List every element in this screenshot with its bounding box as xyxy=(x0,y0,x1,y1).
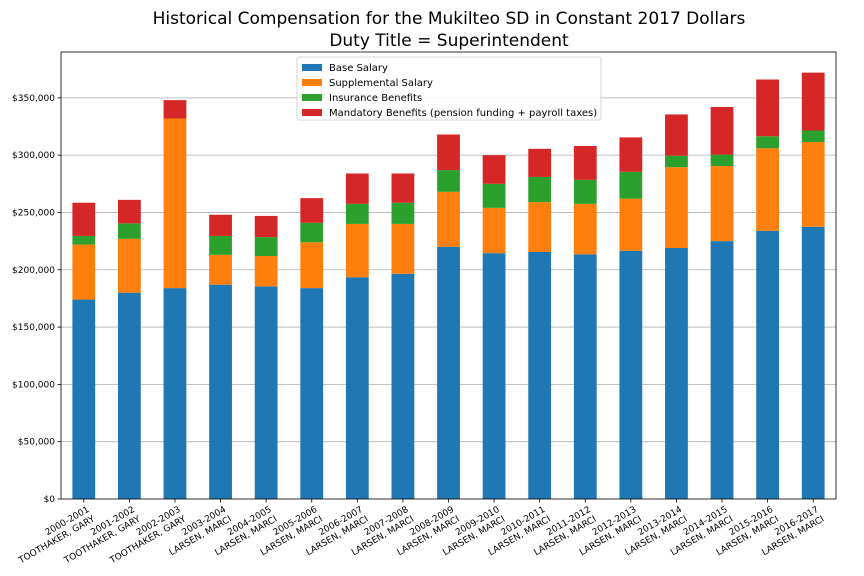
bar-supplemental-2001-2002 xyxy=(117,238,141,293)
bar-base-2000-2001 xyxy=(72,299,96,499)
bar-insurance-2004-2005 xyxy=(254,237,278,257)
chart-title-line-1: Historical Compensation for the Mukilteo… xyxy=(153,9,746,29)
legend-label-2: Insurance Benefits xyxy=(329,93,422,104)
legend: Base Salary Supplemental Salary Insurance … xyxy=(296,56,602,121)
bar-supplemental-2003-2004 xyxy=(209,254,232,285)
bar-supplemental-2008-2009 xyxy=(437,191,460,247)
bar-mandatory-2014-2015 xyxy=(710,107,734,155)
bar-supplemental-2015-2016 xyxy=(756,148,780,231)
bar-supplemental-2009-2010 xyxy=(482,207,506,254)
bar-supplemental-2007-2008 xyxy=(391,223,415,274)
legend-label-1: Supplemental Salary xyxy=(329,78,433,89)
legend-label-0: Base Salary xyxy=(329,63,388,74)
bar-mandatory-2011-2012 xyxy=(573,145,597,180)
bar-supplemental-2006-2007 xyxy=(345,223,369,278)
legend-label-3: Mandatory Benefits (pension funding + pa… xyxy=(329,108,597,119)
bar-insurance-2006-2007 xyxy=(345,203,369,224)
bar-insurance-2003-2004 xyxy=(209,235,232,255)
bar-insurance-2007-2008 xyxy=(391,202,415,224)
bar-insurance-2010-2011 xyxy=(528,176,552,203)
bar-supplemental-2014-2015 xyxy=(710,166,734,242)
bar-base-2008-2009 xyxy=(437,246,460,499)
bar-base-2003-2004 xyxy=(209,284,232,499)
bar-mandatory-2002-2003 xyxy=(163,100,187,119)
bar-insurance-2013-2014 xyxy=(665,155,688,168)
y-tick-label-1: $50,000 xyxy=(18,438,55,448)
y-tick-label-3: $150,000 xyxy=(12,323,55,333)
bar-supplemental-2005-2006 xyxy=(300,242,324,289)
legend-swatch-2 xyxy=(302,94,322,101)
bar-base-2001-2002 xyxy=(117,292,141,499)
chart-title: Historical Compensation for the Mukilteo… xyxy=(153,9,746,51)
bar-supplemental-2010-2011 xyxy=(528,202,552,253)
bar-insurance-2009-2010 xyxy=(482,183,506,208)
bar-base-2012-2013 xyxy=(619,250,643,499)
legend-swatch-0 xyxy=(302,64,322,71)
bar-base-2016-2017 xyxy=(801,226,825,500)
bar-mandatory-2008-2009 xyxy=(437,134,460,171)
bar-mandatory-2009-2010 xyxy=(482,155,506,184)
bar-base-2009-2010 xyxy=(482,253,506,499)
bar-supplemental-2011-2012 xyxy=(573,203,597,255)
y-tick-label-4: $200,000 xyxy=(12,266,55,276)
bar-base-2015-2016 xyxy=(756,230,780,500)
bar-base-2007-2008 xyxy=(391,273,415,499)
bar-supplemental-2002-2003 xyxy=(163,118,187,289)
y-tick-label-0: $0 xyxy=(44,495,56,505)
bar-insurance-2015-2016 xyxy=(756,136,780,149)
y-tick-label-6: $300,000 xyxy=(12,151,55,161)
chart-title-line-2: Duty Title = Superintendent xyxy=(329,31,569,51)
bar-mandatory-2013-2014 xyxy=(665,114,688,156)
bar-base-2013-2014 xyxy=(665,247,688,499)
bar-supplemental-2013-2014 xyxy=(665,167,688,248)
legend-swatch-1 xyxy=(302,79,322,86)
bar-supplemental-2012-2013 xyxy=(619,198,643,251)
y-tick-label-5: $250,000 xyxy=(12,208,55,218)
bar-mandatory-2012-2013 xyxy=(619,137,643,172)
bar-insurance-2008-2009 xyxy=(437,170,460,192)
y-tick-label-7: $350,000 xyxy=(12,94,55,104)
bar-mandatory-2000-2001 xyxy=(72,202,96,236)
bar-insurance-2005-2006 xyxy=(300,222,324,243)
bar-mandatory-2010-2011 xyxy=(528,148,552,177)
bar-mandatory-2004-2005 xyxy=(254,215,278,238)
y-axis-ticks: $0 $50,000 $100,000 $150,000 $200,000 $250,00… xyxy=(12,94,61,505)
bar-base-2005-2006 xyxy=(300,288,324,499)
bar-insurance-2011-2012 xyxy=(573,179,597,204)
bar-insurance-2014-2015 xyxy=(710,154,734,167)
bar-mandatory-2015-2016 xyxy=(756,79,780,137)
bars xyxy=(72,72,825,500)
bar-base-2011-2012 xyxy=(573,254,597,499)
legend-swatch-3 xyxy=(302,109,322,116)
bar-base-2010-2011 xyxy=(528,252,552,499)
bar-supplemental-2016-2017 xyxy=(801,141,825,227)
bar-mandatory-2001-2002 xyxy=(117,199,141,224)
y-tick-label-2: $100,000 xyxy=(12,380,55,390)
bar-mandatory-2006-2007 xyxy=(345,173,369,204)
legend-box xyxy=(296,56,602,121)
bar-insurance-2012-2013 xyxy=(619,171,643,199)
bar-mandatory-2003-2004 xyxy=(209,214,232,236)
bar-insurance-2016-2017 xyxy=(801,130,825,142)
bar-base-2014-2015 xyxy=(710,241,734,499)
bar-insurance-2000-2001 xyxy=(72,235,96,245)
bar-mandatory-2016-2017 xyxy=(801,72,825,131)
bar-supplemental-2004-2005 xyxy=(254,256,278,287)
bar-base-2006-2007 xyxy=(345,277,369,499)
bar-base-2004-2005 xyxy=(254,286,278,499)
bar-insurance-2001-2002 xyxy=(117,223,141,239)
bar-base-2002-2003 xyxy=(163,288,187,499)
bar-supplemental-2000-2001 xyxy=(72,244,96,300)
bar-mandatory-2007-2008 xyxy=(391,173,415,203)
bar-mandatory-2005-2006 xyxy=(300,198,324,223)
